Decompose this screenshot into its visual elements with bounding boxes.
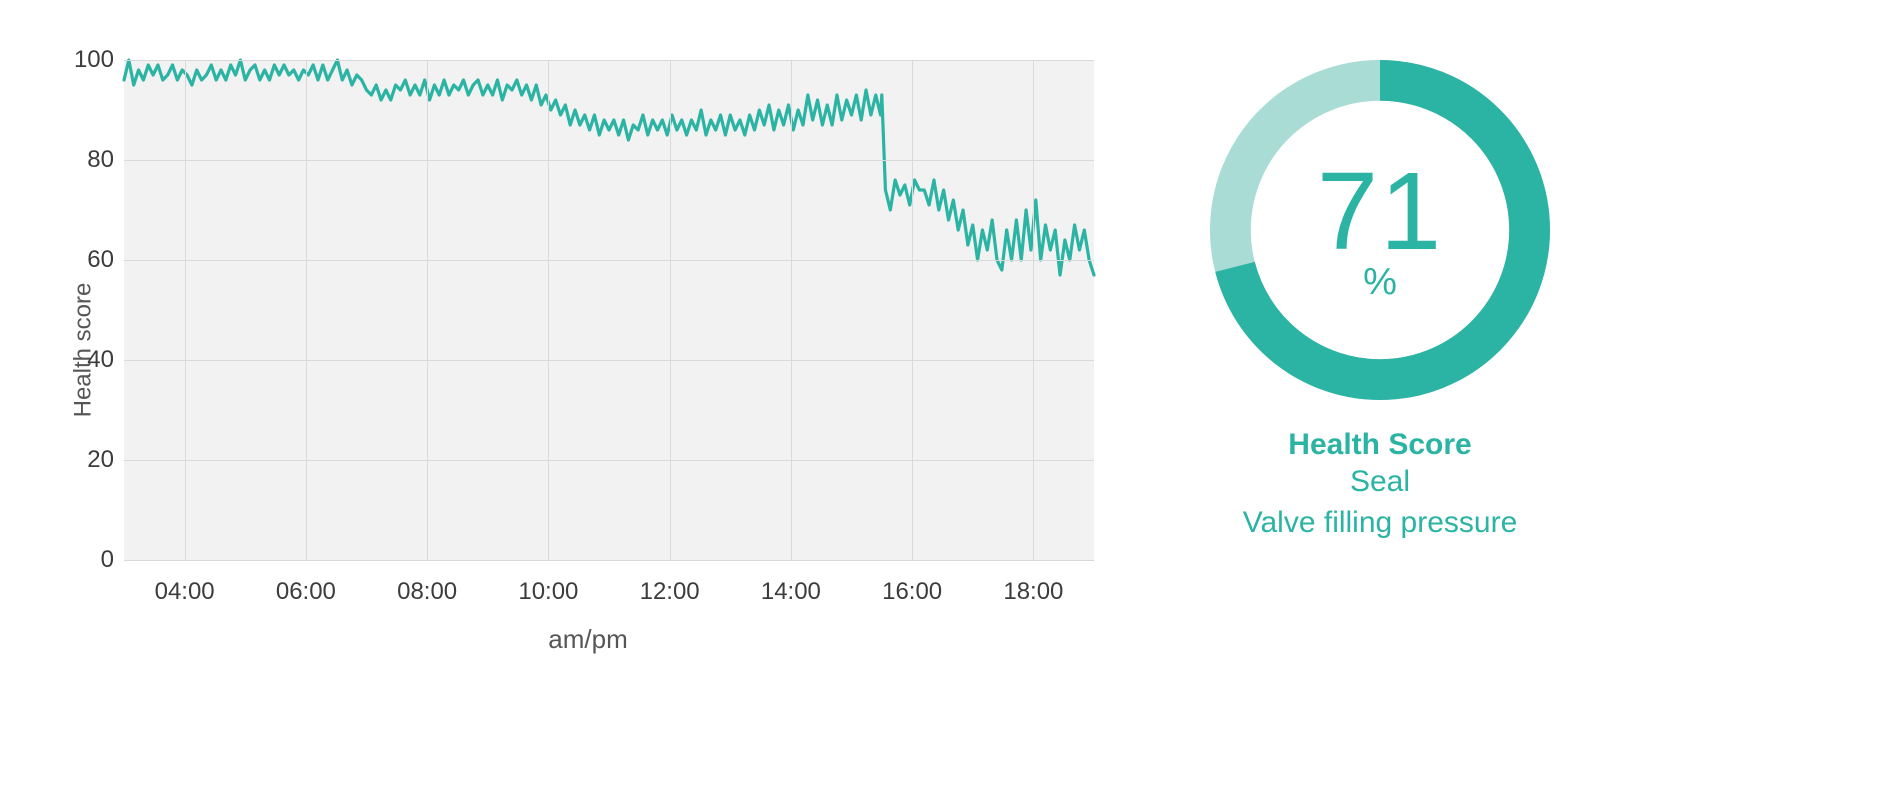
x-tick-label: 08:00 bbox=[397, 578, 457, 606]
y-tick-label: 20 bbox=[54, 446, 114, 474]
line-series bbox=[124, 60, 1094, 560]
x-tick-label: 04:00 bbox=[155, 578, 215, 606]
gauge-value: 71 bbox=[1317, 157, 1443, 267]
y-tick-label: 40 bbox=[54, 346, 114, 374]
gauge-title: Health Score bbox=[1210, 428, 1550, 462]
health-score-gauge: 71 % Health Score Seal Valve filling pre… bbox=[1210, 60, 1550, 543]
x-tick-label: 12:00 bbox=[640, 578, 700, 606]
y-tick-label: 60 bbox=[54, 246, 114, 274]
gauge-unit: % bbox=[1363, 261, 1397, 304]
gauge-subtitle-1: Seal bbox=[1210, 462, 1550, 503]
donut-center: 71 % bbox=[1210, 60, 1550, 400]
x-tick-label: 14:00 bbox=[761, 578, 821, 606]
x-axis-title: am/pm bbox=[58, 624, 1118, 655]
x-tick-label: 10:00 bbox=[518, 578, 578, 606]
dashboard: Health score am/pm 02040608010004:0006:0… bbox=[0, 0, 1900, 810]
health-score-line-chart: Health score am/pm 02040608010004:0006:0… bbox=[58, 40, 1118, 660]
x-tick-label: 06:00 bbox=[276, 578, 336, 606]
y-tick-label: 0 bbox=[54, 546, 114, 574]
gauge-subtitle-2: Valve filling pressure bbox=[1210, 503, 1550, 544]
y-tick-label: 100 bbox=[54, 46, 114, 74]
donut-ring: 71 % bbox=[1210, 60, 1550, 400]
plot-area bbox=[124, 60, 1094, 560]
x-tick-label: 16:00 bbox=[882, 578, 942, 606]
gauge-labels: Health Score Seal Valve filling pressure bbox=[1210, 428, 1550, 543]
x-tick-label: 18:00 bbox=[1003, 578, 1063, 606]
y-tick-label: 80 bbox=[54, 146, 114, 174]
